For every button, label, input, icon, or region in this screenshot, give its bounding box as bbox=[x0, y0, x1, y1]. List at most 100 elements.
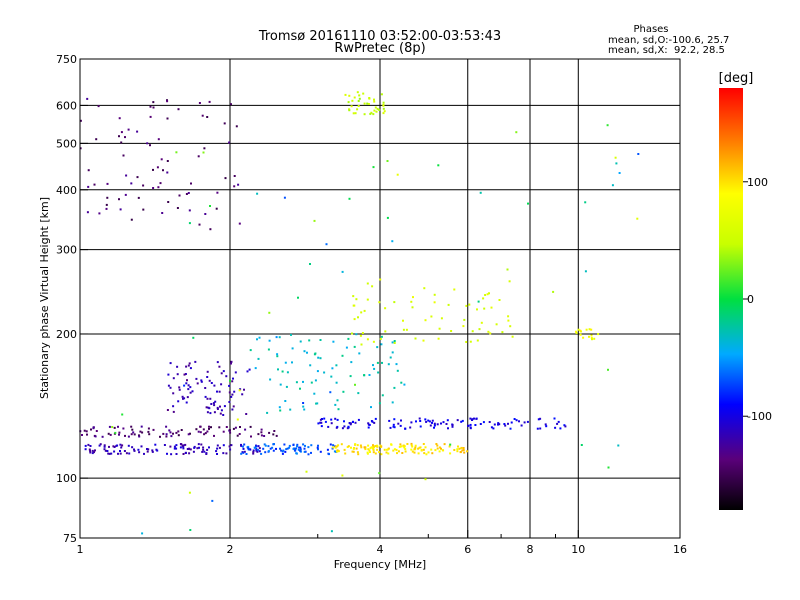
data-point bbox=[526, 420, 529, 423]
data-point bbox=[182, 447, 185, 450]
data-point bbox=[122, 154, 125, 157]
data-point bbox=[319, 357, 322, 360]
data-point bbox=[121, 413, 124, 416]
data-point bbox=[510, 421, 513, 424]
data-point bbox=[268, 339, 271, 342]
data-point bbox=[116, 444, 119, 447]
data-point bbox=[351, 332, 353, 335]
data-point bbox=[513, 418, 516, 420]
data-point bbox=[263, 435, 266, 437]
data-point bbox=[140, 445, 143, 448]
data-point bbox=[282, 449, 285, 452]
data-point bbox=[105, 203, 108, 206]
data-point bbox=[515, 419, 518, 422]
data-point bbox=[375, 110, 378, 113]
data-point bbox=[238, 433, 241, 435]
data-point bbox=[579, 333, 582, 336]
data-point bbox=[483, 307, 486, 310]
data-point bbox=[218, 426, 221, 429]
data-point bbox=[378, 301, 381, 304]
data-point bbox=[462, 449, 465, 451]
data-point bbox=[208, 407, 211, 410]
data-point bbox=[385, 448, 388, 451]
data-point bbox=[263, 443, 266, 446]
data-point bbox=[319, 421, 322, 424]
data-point bbox=[232, 377, 234, 380]
data-point bbox=[368, 374, 371, 376]
data-point bbox=[152, 428, 155, 431]
data-point bbox=[86, 97, 89, 100]
data-point bbox=[202, 446, 205, 449]
data-point bbox=[593, 337, 596, 340]
data-point bbox=[216, 406, 219, 409]
data-point bbox=[185, 365, 188, 368]
data-point bbox=[476, 339, 479, 342]
data-point bbox=[225, 452, 228, 455]
data-point bbox=[187, 433, 190, 436]
data-point bbox=[269, 378, 272, 381]
data-point bbox=[368, 423, 371, 426]
data-point bbox=[124, 193, 127, 196]
data-point bbox=[87, 185, 90, 188]
data-point bbox=[361, 332, 364, 334]
data-point bbox=[230, 444, 233, 447]
data-point bbox=[203, 450, 206, 453]
data-point bbox=[199, 425, 202, 428]
data-point bbox=[187, 388, 190, 391]
data-point bbox=[315, 402, 318, 405]
data-point bbox=[185, 193, 188, 195]
data-point bbox=[106, 196, 109, 199]
data-point bbox=[228, 141, 231, 144]
data-point bbox=[166, 100, 169, 103]
data-point bbox=[125, 452, 128, 455]
data-point bbox=[367, 444, 370, 447]
data-point bbox=[93, 183, 96, 186]
data-point bbox=[406, 443, 409, 445]
data-point bbox=[323, 417, 326, 420]
data-point bbox=[449, 443, 452, 446]
data-point bbox=[420, 449, 423, 451]
data-point bbox=[556, 422, 559, 425]
data-point bbox=[363, 446, 366, 449]
data-point bbox=[410, 300, 413, 303]
data-point bbox=[299, 387, 301, 390]
data-point bbox=[637, 153, 640, 155]
data-point bbox=[198, 446, 200, 449]
data-point bbox=[273, 430, 276, 432]
data-point bbox=[243, 450, 246, 453]
data-point bbox=[275, 447, 277, 450]
data-point bbox=[254, 447, 257, 449]
data-point bbox=[459, 451, 462, 453]
data-point bbox=[205, 452, 208, 455]
data-point bbox=[349, 375, 352, 378]
data-point bbox=[202, 428, 205, 431]
data-point bbox=[403, 446, 406, 449]
data-point bbox=[240, 443, 242, 446]
data-point bbox=[127, 128, 130, 131]
data-point bbox=[275, 336, 278, 339]
data-point bbox=[417, 447, 420, 450]
data-point bbox=[447, 427, 449, 430]
data-point bbox=[127, 435, 130, 438]
data-point bbox=[412, 296, 414, 299]
data-point bbox=[255, 445, 258, 448]
data-point bbox=[404, 448, 407, 451]
data-point bbox=[137, 448, 140, 451]
data-point bbox=[138, 451, 141, 454]
data-point bbox=[260, 428, 263, 431]
data-point bbox=[471, 418, 474, 421]
data-point bbox=[190, 182, 192, 185]
data-point bbox=[504, 424, 507, 427]
data-point bbox=[393, 418, 396, 421]
data-point bbox=[200, 380, 203, 383]
data-point bbox=[313, 219, 316, 222]
data-point bbox=[122, 427, 125, 430]
data-point bbox=[341, 354, 344, 357]
data-point bbox=[590, 337, 593, 339]
data-point bbox=[142, 208, 145, 211]
data-point bbox=[469, 417, 472, 420]
data-point bbox=[123, 450, 126, 452]
data-point bbox=[84, 448, 87, 451]
data-point bbox=[234, 426, 237, 429]
data-point bbox=[384, 330, 387, 333]
